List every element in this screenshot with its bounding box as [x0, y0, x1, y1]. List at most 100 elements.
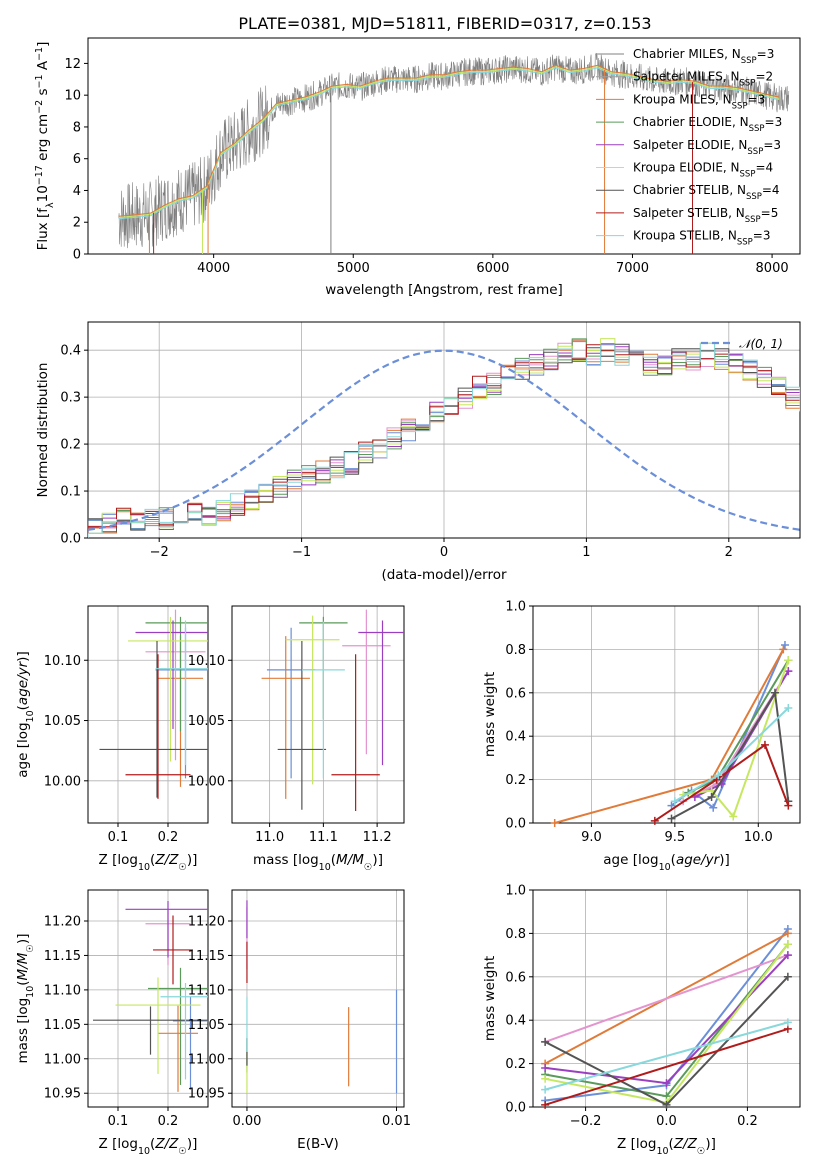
residuals-axes: −2 −1 0 1 2 0.0 0.1 0.2 0.3 0.4	[60, 321, 801, 560]
ebv-mass-points	[246, 900, 398, 1094]
weight-marker	[667, 814, 676, 823]
x-tick-label: 0.00	[232, 1114, 261, 1129]
y-tick-label: 0	[73, 248, 81, 263]
y-tick-label: 11.20	[44, 915, 81, 930]
residual-histograms	[88, 338, 800, 538]
residual-hist-series	[88, 344, 800, 538]
y-tick-label: 11.15	[44, 949, 81, 964]
x-tick-label: 8000	[756, 261, 789, 276]
age-weight-series	[550, 641, 793, 827]
y-tick-label: 10.95	[188, 1087, 225, 1102]
legend-entry: Kroupa STELIB, NSSP=3	[633, 229, 771, 248]
weight-marker	[670, 797, 679, 806]
legend-entry: Salpeter STELIB, NSSP=5	[633, 206, 778, 225]
residual-hist-series	[88, 340, 800, 538]
figure-title: PLATE=0381, MJD=51811, FIBERID=0317, z=0…	[238, 14, 651, 33]
weight-marker	[779, 645, 788, 654]
weight-line	[671, 689, 790, 820]
residuals-frame	[87, 321, 801, 539]
z-mass-frame	[87, 889, 209, 1108]
y-tick-label: 12	[64, 57, 81, 72]
weight-line	[683, 659, 790, 819]
y-tick-label: 0.2	[60, 438, 81, 453]
weight-line	[654, 743, 790, 822]
weight-marker	[729, 812, 738, 821]
y-tick-label: 1.0	[505, 600, 526, 615]
data-point	[331, 654, 380, 811]
y-tick-label: 2	[73, 216, 81, 231]
data-point	[128, 616, 208, 762]
x-tick-label: 9.0	[581, 830, 602, 845]
x-tick-label: 1	[582, 545, 590, 560]
spectrum-frame	[87, 37, 801, 255]
weight-marker	[550, 819, 559, 827]
x-tick-label: −2	[150, 545, 169, 560]
x-tick-label: 0.2	[158, 830, 179, 845]
weight-marker	[650, 816, 659, 825]
y-tick-label: 11.10	[44, 983, 81, 998]
spectrum-axes: 4000 5000 6000 7000 8000 0 2 4 6 8 10 12	[64, 37, 801, 276]
weight-marker	[784, 667, 793, 676]
spectrum-x-label: wavelength [Angstrom, rest frame]	[325, 282, 563, 298]
weight-marker	[770, 688, 779, 697]
weight-marker	[784, 801, 793, 810]
z-weight-axes: −0.2 0.0 0.2 0.0 0.2 0.4 0.6 0.8 1.0	[505, 884, 801, 1129]
y-tick-label: 0.0	[505, 1101, 526, 1116]
age-weight-x-label: age [log10(age/yr)]	[603, 852, 729, 873]
y-tick-label: 10.00	[44, 774, 81, 789]
y-tick-label: 0.0	[505, 817, 526, 832]
x-tick-label: −0.2	[570, 1114, 602, 1129]
weight-line	[687, 659, 790, 794]
weight-line	[544, 1021, 789, 1091]
legend-entry: Chabrier STELIB, NSSP=4	[633, 183, 780, 202]
y-tick-label: 0.0	[60, 532, 81, 547]
residual-hist-series	[88, 338, 800, 538]
residual-y-label: Normed distribution	[35, 363, 51, 498]
weight-line	[544, 1027, 789, 1106]
x-tick-label: 6000	[476, 261, 509, 276]
weight-marker	[541, 1085, 550, 1094]
weight-marker	[784, 656, 793, 665]
y-tick-label: 11.15	[188, 949, 225, 964]
ebv-x-label: E(B-V)	[297, 1136, 339, 1152]
legend-entry: Kroupa MILES, NSSP=3	[633, 92, 765, 111]
residual-hist-series	[88, 343, 800, 538]
y-tick-label: 8	[73, 120, 81, 135]
weight-marker	[667, 801, 676, 810]
weight-marker	[714, 771, 723, 780]
spectrum-y-label: Flux [fλ10−17 erg cm−2 s−1 A−1]	[34, 42, 56, 251]
weight-marker	[780, 641, 789, 650]
legend-entry: 𝒩(0, 1)	[739, 337, 783, 351]
weight-marker	[541, 1063, 550, 1072]
weight-marker	[662, 1079, 671, 1088]
weight-marker	[783, 972, 792, 981]
data-point	[358, 620, 404, 766]
weight-marker	[783, 940, 792, 949]
legend-entry: Salpeter ELODIE, NSSP=3	[633, 138, 781, 157]
weight-marker	[707, 792, 716, 801]
residual-hist-series	[88, 339, 800, 538]
spectrum-data-line	[118, 52, 790, 249]
weight-marker	[541, 1037, 550, 1046]
x-tick-label: 11.1	[309, 830, 338, 845]
residual-hist-series	[88, 338, 800, 538]
mass-age-frame	[231, 605, 405, 824]
y-tick-label: 10.05	[44, 714, 81, 729]
spectrum-model-line	[118, 64, 780, 217]
x-tick-label: 2	[725, 545, 733, 560]
spectrum-model-line	[118, 66, 780, 218]
data-point	[153, 915, 193, 985]
weight-marker	[541, 1100, 550, 1109]
data-point	[145, 616, 208, 732]
age-weight-y-label: mass weight	[482, 672, 498, 757]
x-tick-label: 0.0	[656, 1114, 677, 1129]
spectrum-legend: Chabrier MILES, NSSP=3 Salpeter MILES, NS…	[596, 47, 782, 248]
z-age-x-label: Z [log10(Z/Z☉)]	[99, 852, 198, 873]
weight-marker	[783, 951, 792, 960]
y-tick-label: 0.2	[505, 773, 526, 788]
y-tick-label: 0.6	[505, 970, 526, 985]
weight-marker	[783, 929, 792, 938]
weight-line	[544, 954, 789, 1043]
y-tick-label: 11.05	[44, 1018, 81, 1033]
